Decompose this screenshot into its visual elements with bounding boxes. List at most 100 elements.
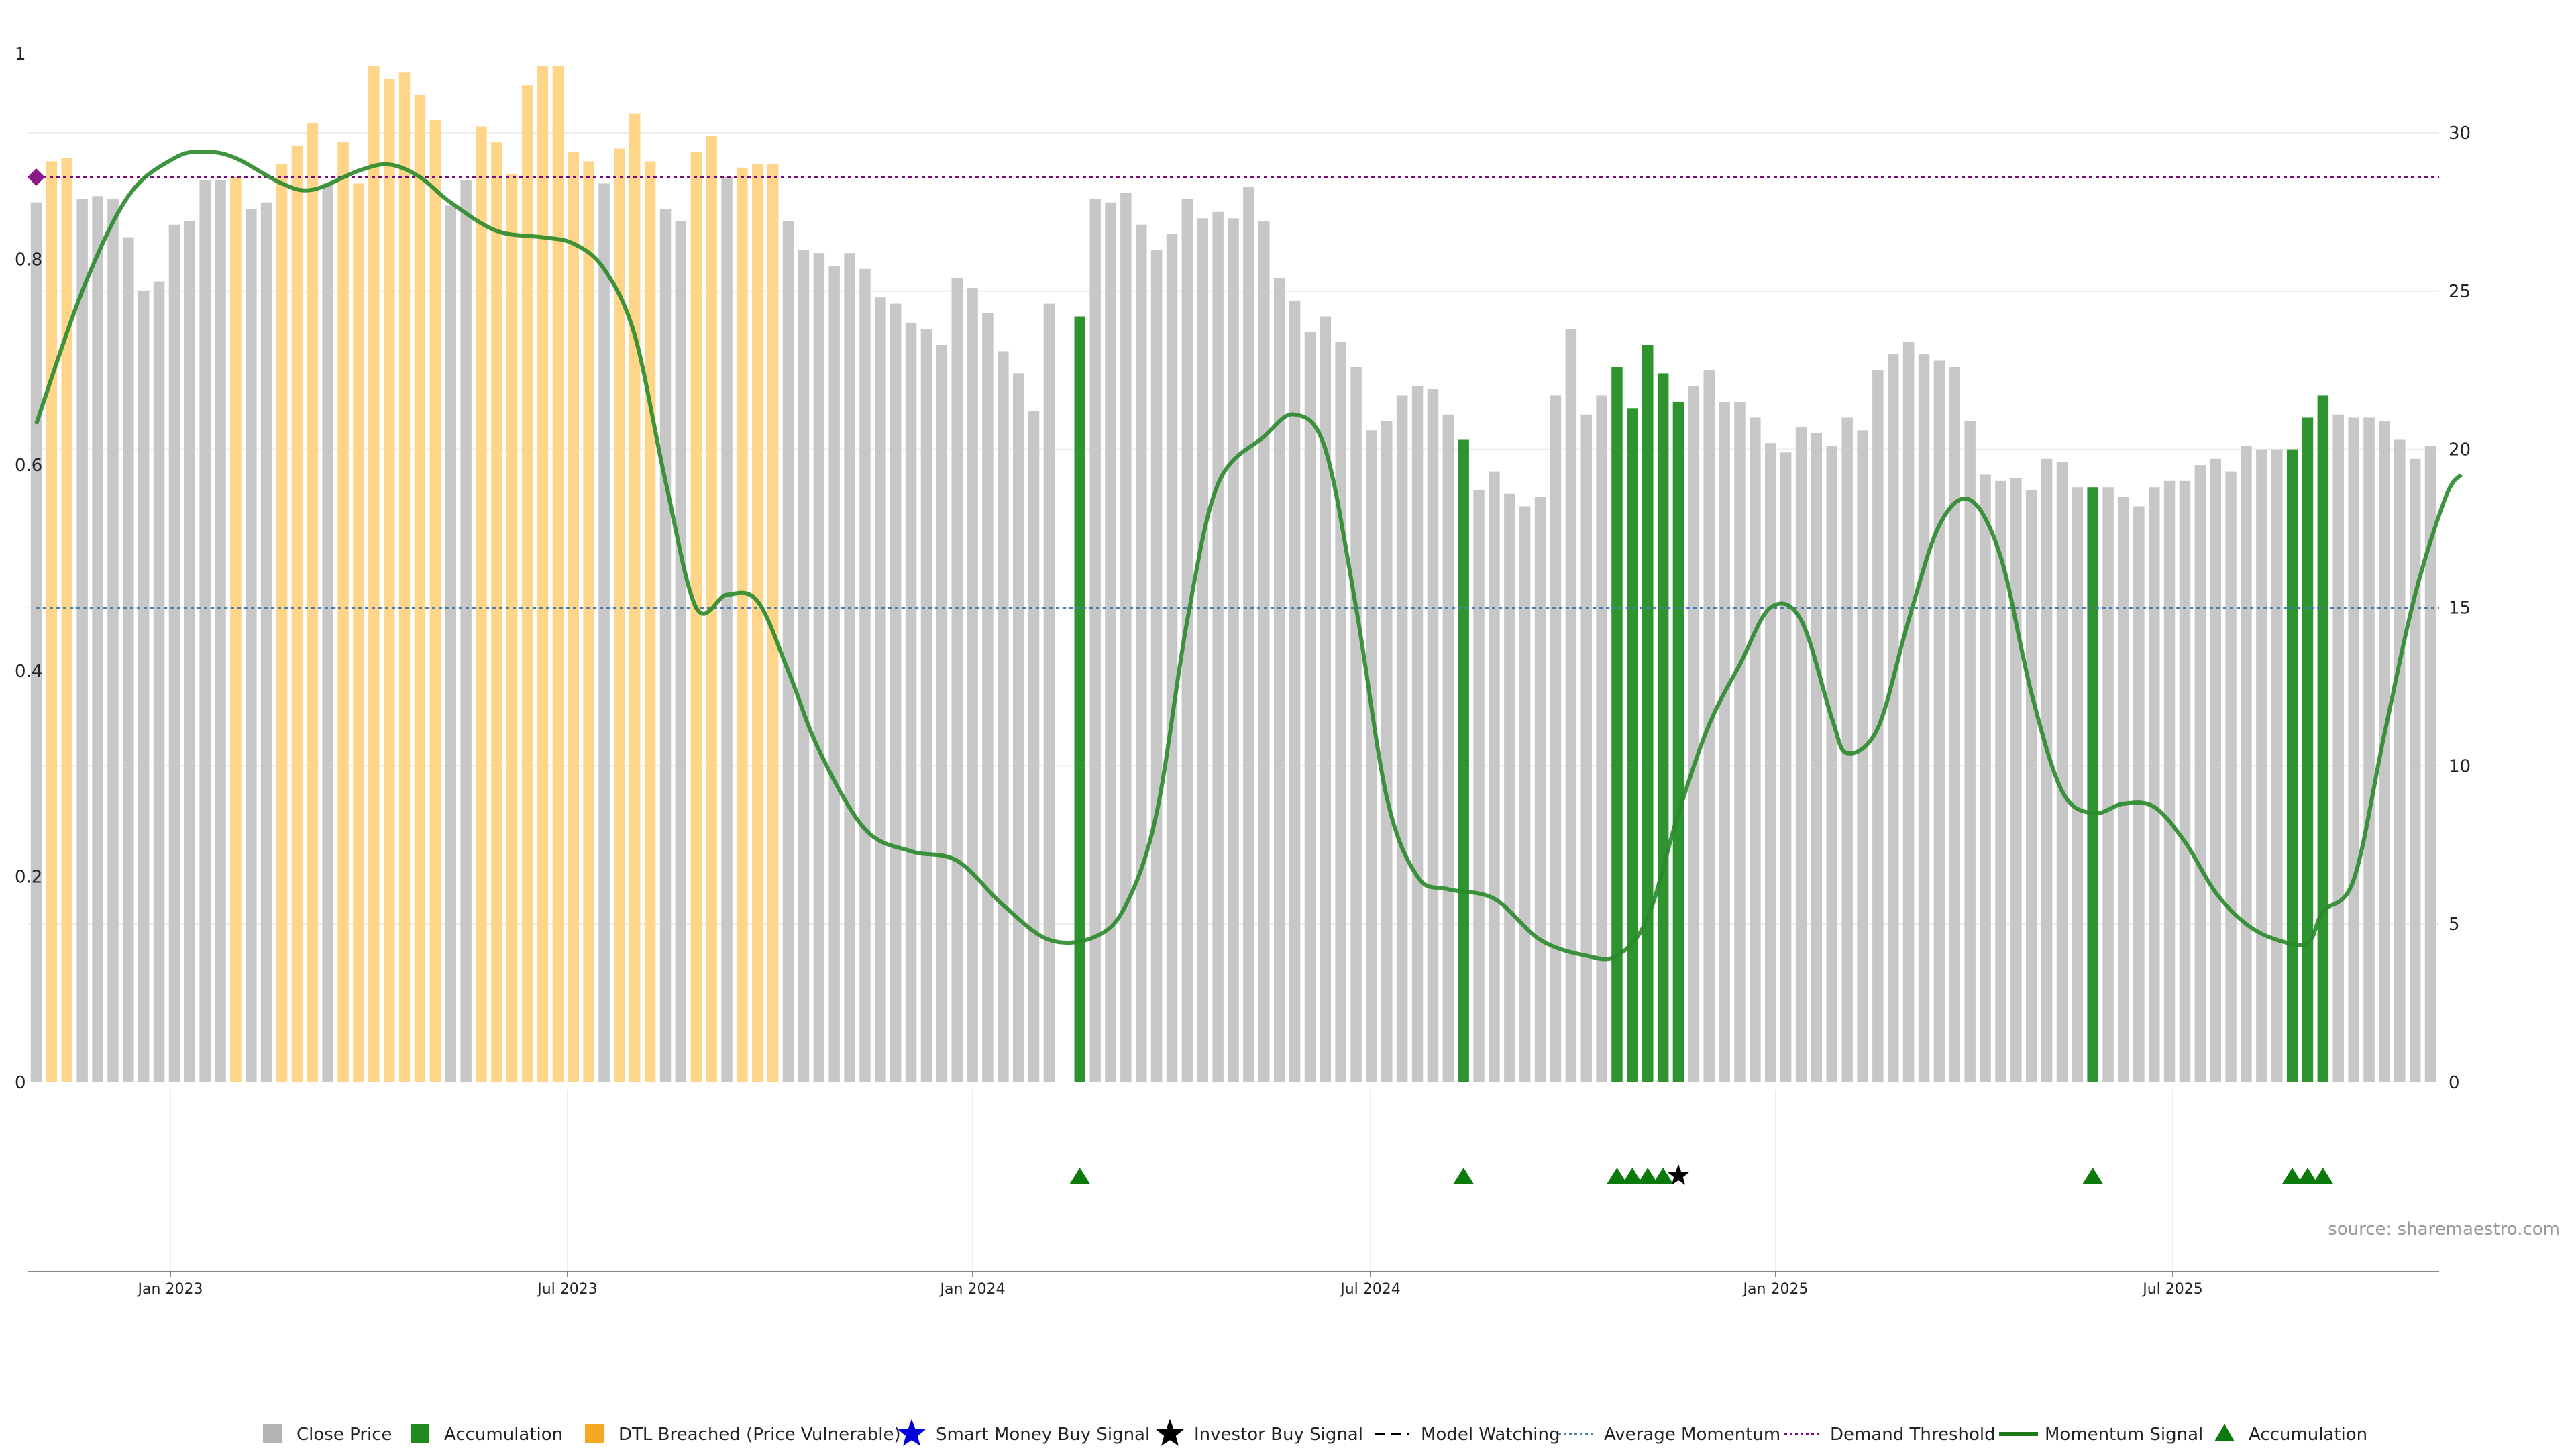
bar-dtl_breached bbox=[568, 152, 579, 1083]
bar-close bbox=[107, 199, 119, 1082]
bar-close bbox=[1089, 199, 1101, 1082]
accumulation-triangle bbox=[2082, 1168, 2103, 1184]
signals-layer bbox=[1069, 1164, 2333, 1185]
legend-swatch bbox=[585, 1424, 604, 1443]
bar-close bbox=[813, 253, 825, 1083]
bar-close bbox=[1719, 401, 1730, 1082]
bar-close bbox=[1043, 303, 1055, 1083]
bar-close bbox=[1580, 414, 1592, 1082]
bar-close bbox=[1150, 250, 1163, 1082]
legend-item: Close Price bbox=[263, 1424, 392, 1445]
bar-close bbox=[2210, 458, 2221, 1082]
bar-close bbox=[1381, 421, 1393, 1082]
bar-close bbox=[1550, 395, 1562, 1082]
bar-close bbox=[445, 205, 456, 1082]
bar-close bbox=[2118, 497, 2129, 1082]
bar-close bbox=[322, 183, 333, 1082]
bar-dtl_breached bbox=[429, 120, 441, 1083]
legend-label: Model Watching bbox=[1421, 1424, 1560, 1445]
bar-close bbox=[1841, 417, 1853, 1082]
bar-accumulation bbox=[1672, 401, 1684, 1082]
bar-dtl_breached bbox=[337, 142, 349, 1083]
bar-close bbox=[2332, 414, 2344, 1082]
bar-close bbox=[1273, 278, 1285, 1082]
bar-close bbox=[2010, 478, 2022, 1082]
bar-close bbox=[1028, 411, 1040, 1082]
bar-close bbox=[1181, 199, 1193, 1082]
investor-buy-star bbox=[1667, 1164, 1690, 1185]
bar-close bbox=[1136, 224, 1147, 1083]
bar-close bbox=[1933, 360, 1945, 1082]
bar-close bbox=[138, 291, 150, 1082]
legend-label: Average Momentum bbox=[1604, 1424, 1780, 1445]
bar-dtl_breached bbox=[767, 164, 779, 1083]
bar-close bbox=[998, 351, 1009, 1082]
accumulation-triangle bbox=[1638, 1168, 1658, 1184]
accumulation-triangle bbox=[2282, 1168, 2303, 1184]
bar-close bbox=[982, 313, 994, 1082]
bar-close bbox=[2241, 446, 2252, 1082]
bar-close bbox=[2424, 446, 2436, 1082]
accumulation-triangle bbox=[1653, 1168, 1674, 1184]
bar-close bbox=[199, 180, 211, 1083]
bar-accumulation bbox=[2302, 417, 2314, 1082]
bar-dtl_breached bbox=[291, 145, 303, 1082]
legend-label: Smart Money Buy Signal bbox=[936, 1424, 1150, 1445]
date-tick-label: Jan 2024 bbox=[939, 1281, 1006, 1298]
bar-dtl_breached bbox=[230, 177, 241, 1082]
bar-accumulation bbox=[2087, 487, 2098, 1082]
bar-close bbox=[782, 221, 794, 1082]
bar-close bbox=[1765, 443, 1776, 1082]
bar-close bbox=[598, 183, 610, 1082]
bar-close bbox=[246, 209, 257, 1083]
legend-item: Accumulation bbox=[411, 1424, 563, 1445]
bar-dtl_breached bbox=[353, 183, 364, 1082]
bar-close bbox=[2256, 449, 2267, 1082]
bar-dtl_breached bbox=[537, 66, 549, 1082]
legend-star bbox=[1156, 1419, 1184, 1446]
demand-threshold-marker bbox=[28, 168, 45, 186]
date-tick-label: Jul 2024 bbox=[1339, 1281, 1401, 1298]
bar-close bbox=[1411, 386, 1424, 1082]
bar-close bbox=[659, 209, 672, 1083]
bar-close bbox=[875, 297, 886, 1083]
bar-close bbox=[1366, 430, 1377, 1082]
bar-close bbox=[1918, 354, 1930, 1082]
bar-close bbox=[1335, 342, 1346, 1083]
bar-close bbox=[2025, 490, 2037, 1082]
bar-close bbox=[2179, 480, 2191, 1082]
bar-close bbox=[1166, 234, 1178, 1082]
source-label: source: sharemaestro.com bbox=[2328, 1219, 2560, 1239]
bar-close bbox=[2102, 487, 2114, 1082]
bar-close bbox=[1565, 329, 1577, 1082]
legend-label: Momentum Signal bbox=[2045, 1424, 2203, 1445]
bar-close bbox=[123, 237, 134, 1083]
bar-close bbox=[1964, 421, 1976, 1082]
bar-dtl_breached bbox=[583, 161, 594, 1082]
legend-item: Momentum Signal bbox=[1999, 1424, 2203, 1445]
legend-label: Investor Buy Signal bbox=[1194, 1424, 1363, 1445]
bar-close bbox=[1258, 221, 1270, 1082]
accumulation-triangle bbox=[1453, 1168, 1474, 1184]
bar-close bbox=[1243, 187, 1254, 1083]
bar-dtl_breached bbox=[61, 158, 72, 1083]
bar-close bbox=[951, 278, 963, 1082]
bar-close bbox=[215, 180, 226, 1083]
accumulation-triangle bbox=[2297, 1168, 2318, 1184]
bar-accumulation bbox=[1074, 316, 1085, 1082]
legend-item: Model Watching bbox=[1375, 1424, 1560, 1445]
bar-dtl_breached bbox=[307, 123, 319, 1082]
bar-dtl_breached bbox=[46, 161, 58, 1082]
bar-close bbox=[1427, 389, 1439, 1082]
bar-dtl_breached bbox=[552, 66, 564, 1082]
legend-star bbox=[898, 1419, 926, 1446]
bar-close bbox=[1826, 446, 1837, 1082]
bar-close bbox=[1750, 417, 1761, 1082]
bar-close bbox=[2225, 471, 2237, 1082]
bar-close bbox=[2133, 506, 2145, 1082]
bar-close bbox=[1473, 490, 1485, 1082]
right-tick-label: 15 bbox=[2449, 598, 2471, 618]
right-tick-label: 0 bbox=[2449, 1073, 2460, 1093]
